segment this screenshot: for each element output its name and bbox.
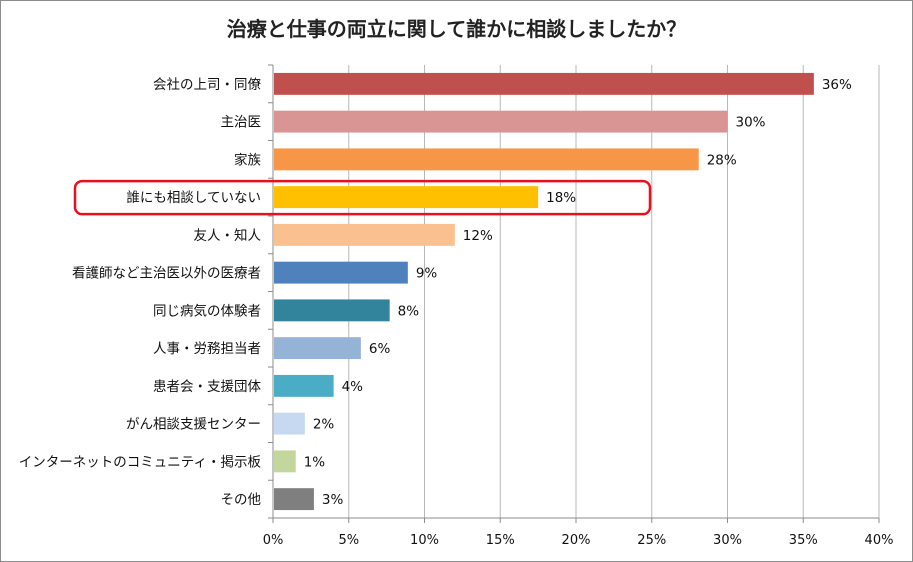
category-label: 会社の上司・同僚	[153, 77, 261, 93]
category-label: がん相談支援センター	[126, 417, 261, 433]
bar	[274, 412, 305, 435]
data-label: 12%	[463, 228, 493, 244]
data-label: 3%	[322, 492, 344, 508]
highlight-box	[73, 179, 652, 216]
category-label: 患者会・支援団体	[153, 379, 261, 395]
data-label: 30%	[736, 115, 766, 131]
x-tick-label: 5%	[338, 533, 359, 548]
data-label: 36%	[822, 77, 852, 93]
data-label: 4%	[342, 379, 364, 395]
category-label: その他	[221, 492, 262, 508]
bar	[274, 488, 314, 511]
category-label: 人事・労務担当者	[153, 341, 261, 357]
bar	[274, 261, 408, 284]
category-label: 家族	[234, 151, 261, 168]
category-label: 友人・知人	[194, 227, 262, 244]
category-label: 主治医	[221, 115, 262, 131]
bar	[274, 299, 390, 322]
bar	[274, 110, 728, 133]
category-label: インターネットのコミュニティ・掲示板	[19, 454, 262, 470]
chart-title: 治療と仕事の両立に関して誰かに相談しましたか？	[226, 17, 687, 41]
category-label: 誰にも相談していない	[126, 190, 261, 206]
data-label: 2%	[313, 417, 335, 433]
x-tick-label: 30%	[713, 533, 742, 548]
data-label: 8%	[398, 303, 420, 319]
x-tick-label: 25%	[637, 533, 666, 548]
data-label: 6%	[369, 341, 391, 357]
x-tick-label: 10%	[410, 533, 439, 548]
bar	[274, 450, 296, 473]
bar	[274, 148, 699, 171]
data-label: 28%	[707, 152, 737, 168]
x-tick-label: 35%	[789, 533, 818, 548]
category-label: 同じ病気の体験者	[153, 303, 261, 319]
x-tick-label: 40%	[865, 533, 894, 548]
x-tick-label: 20%	[562, 533, 591, 548]
bar	[274, 374, 334, 397]
bar	[274, 223, 455, 246]
data-label: 1%	[304, 454, 326, 470]
data-label: 9%	[416, 266, 438, 282]
bar	[274, 72, 814, 95]
category-label: 看護師など主治医以外の医療者	[72, 265, 261, 282]
data-label: 18%	[546, 190, 576, 206]
x-tick-label: 0%	[263, 533, 284, 548]
bar	[274, 337, 361, 360]
bar	[274, 186, 539, 209]
x-tick-label: 15%	[486, 533, 515, 548]
